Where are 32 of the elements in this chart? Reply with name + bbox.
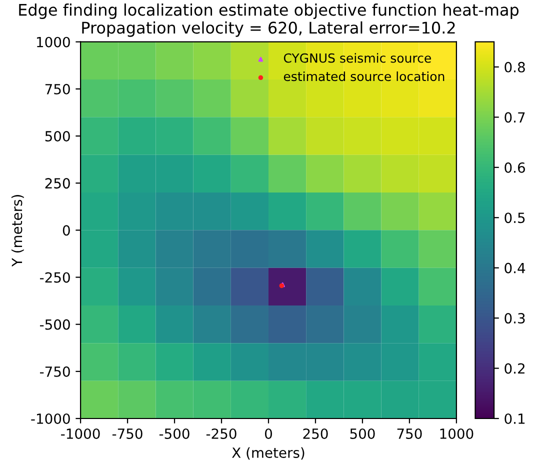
x-tick-label: -500 xyxy=(159,428,190,439)
chart-subtitle: Propagation velocity = 620, Lateral error=10.2 xyxy=(82,21,455,37)
y-tick-label: -250 xyxy=(40,272,70,283)
color-bar-label: 0.8 xyxy=(504,62,525,72)
color-bar-label: 0.3 xyxy=(504,313,525,324)
x-tick-label: 500 xyxy=(350,428,375,439)
legend-label: CYGNUS seismic source xyxy=(284,53,431,63)
x-tick-label: 1000 xyxy=(440,428,474,439)
y-tick-label: -1000 xyxy=(31,413,70,424)
color-bar-label: 0.5 xyxy=(504,212,525,224)
x-tick-label: 250 xyxy=(303,428,328,439)
color-bar-label: 0.1 xyxy=(504,413,525,424)
y-tick-label: 1000 xyxy=(37,36,70,48)
y-axis-title: Y (meters) xyxy=(11,194,24,267)
x-axis-title: X (meters) xyxy=(232,447,304,460)
x-tick-label: -750 xyxy=(112,428,142,439)
color-bar-label: 0.6 xyxy=(504,162,525,173)
color-bar-label: 0.4 xyxy=(504,262,526,274)
x-tick-label: -1000 xyxy=(61,428,100,439)
y-tick-label: 0 xyxy=(62,225,70,236)
x-tick-label: 750 xyxy=(397,428,422,439)
y-tick-label: 250 xyxy=(45,178,70,189)
color-bar-label: 0.2 xyxy=(504,363,524,374)
y-tick-label: 500 xyxy=(45,130,70,142)
chart-title: Edge finding localization estimate objective function heat-map xyxy=(19,3,519,19)
x-tick-label: -250 xyxy=(206,428,236,439)
color-bar-label: 0.7 xyxy=(504,112,525,123)
y-tick-label: 750 xyxy=(45,84,70,94)
x-tick-label: 0 xyxy=(264,428,272,439)
y-tick-label: -500 xyxy=(40,319,70,330)
legend-label: estimated source location xyxy=(284,71,444,82)
y-tick-label: -750 xyxy=(40,366,70,377)
